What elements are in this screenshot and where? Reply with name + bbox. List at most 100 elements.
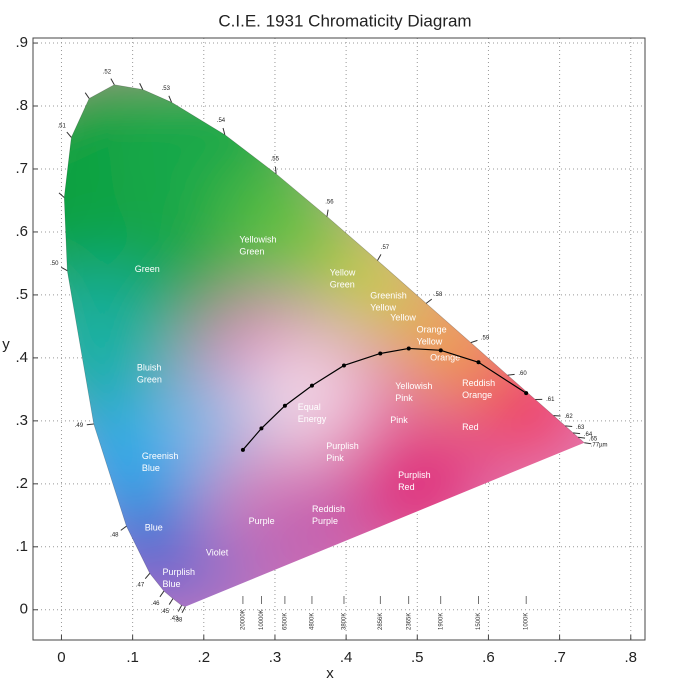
y-tick-label: .8 — [15, 97, 28, 114]
region-label: Orange — [417, 325, 447, 335]
chart-title: C.I.E. 1931 Chromaticity Diagram — [218, 11, 471, 30]
locus-tick — [168, 95, 173, 103]
x-tick-label: 0 — [57, 649, 65, 666]
locus-tick — [110, 78, 115, 85]
region-label: Reddish — [312, 504, 345, 514]
color-blob — [153, 370, 254, 471]
y-tick-label: .7 — [15, 160, 28, 177]
region-label: Red — [462, 422, 479, 432]
wavelength-label: .51 — [57, 124, 66, 130]
region-label: Yellow — [417, 337, 443, 347]
temperature-point — [282, 403, 287, 408]
y-tick-label: .5 — [15, 286, 28, 303]
temperature-label: 4800K — [310, 613, 316, 630]
wavelength-label: .55 — [271, 156, 280, 162]
wavelength-label: .61 — [546, 397, 555, 403]
locus-tick — [565, 425, 573, 428]
region-label: Green — [135, 264, 160, 274]
color-blob — [248, 340, 359, 451]
region-label: Purple — [312, 516, 338, 526]
locus-tick — [274, 166, 277, 174]
wavelength-label: .59 — [481, 335, 490, 341]
region-label: Bluish — [137, 362, 162, 372]
y-tick-label: .1 — [15, 538, 28, 555]
x-tick-label: .8 — [625, 649, 638, 666]
region-label: Greenish — [370, 291, 407, 301]
region-label: Pink — [395, 393, 413, 403]
locus-tick — [181, 606, 186, 614]
locus-tick — [84, 92, 90, 99]
y-tick-label: .2 — [15, 475, 28, 492]
locus-tick — [584, 442, 592, 445]
region-label: Orange — [462, 390, 492, 400]
locus-tick — [425, 298, 433, 304]
locus-tick — [377, 254, 382, 261]
wavelength-label: .65 — [589, 437, 598, 443]
planckian-locus — [242, 347, 527, 451]
temperature-label: 6500K — [282, 613, 288, 630]
wavelength-label: .58 — [434, 292, 443, 298]
temperature-point — [406, 346, 411, 351]
wavelength-label: .77µm — [591, 442, 608, 448]
temperature-point — [476, 360, 481, 365]
wavelength-label: .53 — [162, 86, 171, 92]
locus-tick — [120, 525, 127, 531]
temperature-point — [524, 391, 529, 396]
wavelength-label: .64 — [584, 432, 593, 438]
color-blob — [168, 534, 269, 607]
temperature-label: 2856K — [378, 613, 384, 630]
x-tick-label: .5 — [411, 649, 424, 666]
temperature-point — [259, 426, 264, 431]
region-label: Green — [239, 247, 264, 257]
y-tick-label: 0 — [20, 601, 28, 618]
locus-tick — [159, 590, 165, 598]
temperature-point — [341, 363, 346, 368]
wavelength-label: .57 — [381, 245, 390, 251]
region-label: Reddish — [462, 378, 495, 388]
locus-tick — [470, 339, 478, 344]
locus-tick — [222, 127, 226, 135]
temperature-label: 1900K — [438, 613, 444, 630]
locus-tick — [86, 423, 94, 426]
region-label: Equal — [298, 402, 321, 412]
y-tick-label: .9 — [15, 34, 28, 51]
wavelength-label: .50 — [50, 261, 59, 267]
wavelength-label: .46 — [151, 601, 160, 607]
x-tick-label: .7 — [553, 649, 566, 666]
region-label: Green — [330, 279, 355, 289]
locus-tick — [507, 373, 515, 376]
locus-tick — [139, 83, 144, 90]
region-label: Purplish — [163, 567, 196, 577]
y-tick-label: .6 — [15, 223, 28, 240]
locus-tick — [573, 432, 581, 435]
region-label: Green — [137, 374, 162, 384]
y-tick-label: .3 — [15, 412, 28, 429]
x-axis-label: x — [326, 665, 334, 682]
temperature-label: 1000K — [524, 613, 530, 630]
x-tick-label: .3 — [269, 649, 282, 666]
locus-tick — [60, 266, 68, 272]
wavelength-label: .62 — [564, 414, 573, 420]
region-label: Yellowish — [239, 235, 276, 245]
region-label: Orange — [430, 352, 460, 362]
wavelength-label: .60 — [518, 371, 527, 377]
x-tick-label: .1 — [126, 649, 139, 666]
region-label: Pink — [326, 453, 344, 463]
locus-tick — [177, 605, 183, 612]
region-label: Blue — [163, 579, 181, 589]
x-tick-label: .4 — [340, 649, 353, 666]
locus-tick — [326, 209, 329, 217]
region-label: Pink — [390, 415, 408, 425]
locus-tick — [58, 192, 65, 198]
wavelength-label: .49 — [75, 423, 84, 429]
region-label: Blue — [142, 463, 160, 473]
temperature-point — [438, 348, 443, 353]
region-label: Violet — [206, 547, 229, 557]
wavelength-label: .48 — [110, 533, 119, 539]
locus-tick — [168, 598, 174, 605]
wavelength-label: .47 — [136, 582, 145, 588]
temperature-label: 1500K — [476, 613, 482, 630]
x-tick-label: .6 — [482, 649, 495, 666]
temperature-point — [240, 447, 245, 452]
